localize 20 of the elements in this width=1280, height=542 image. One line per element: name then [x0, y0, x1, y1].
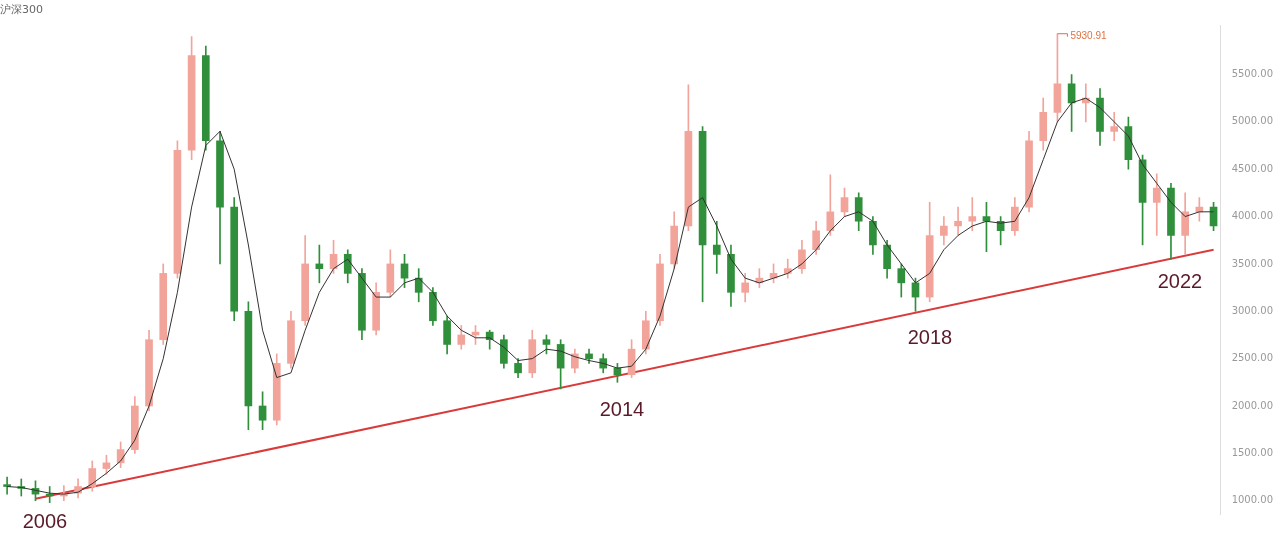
- annotation: 2014: [599, 397, 645, 420]
- candlestick: [954, 206, 962, 236]
- y-tick-label: 4500.00: [1231, 162, 1274, 174]
- y-tick-label: 1500.00: [1231, 446, 1274, 458]
- annotation: 2006: [22, 509, 68, 532]
- candlestick: [3, 476, 11, 495]
- annotation: 2018: [907, 325, 953, 348]
- y-tick-label: 4000.00: [1231, 210, 1274, 222]
- y-tick-label: 5000.00: [1231, 115, 1274, 127]
- chart-title: 沪深300: [0, 3, 43, 17]
- annotation: 2022: [1157, 269, 1203, 292]
- y-tick-label: 2000.00: [1231, 399, 1274, 411]
- y-tick-label: 5500.00: [1231, 68, 1274, 80]
- y-tick-label: 3000.00: [1231, 304, 1274, 316]
- candlestick: [968, 197, 977, 232]
- y-tick-label: 2500.00: [1231, 352, 1274, 364]
- y-tick-label: 3500.00: [1231, 257, 1274, 269]
- annotation: 5930.91: [1070, 30, 1108, 42]
- y-tick-label: 1000.00: [1231, 494, 1274, 506]
- candlestick: [712, 220, 721, 274]
